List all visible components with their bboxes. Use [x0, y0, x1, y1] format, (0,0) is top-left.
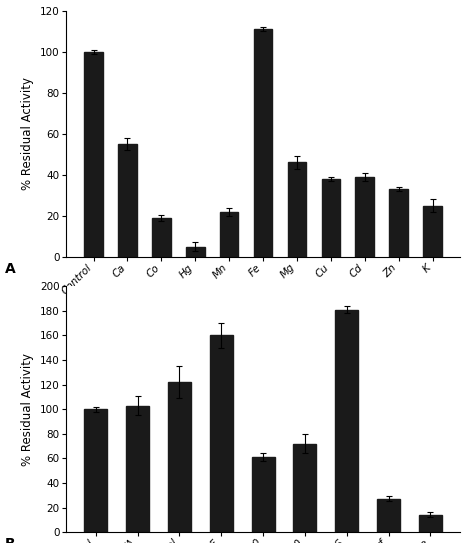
Bar — [377, 499, 400, 532]
Bar — [252, 457, 274, 532]
Bar — [288, 162, 306, 257]
Bar — [220, 212, 238, 257]
Bar — [419, 515, 442, 532]
Bar — [321, 179, 340, 257]
Bar — [168, 382, 191, 532]
Bar — [186, 247, 205, 257]
Bar — [210, 336, 233, 532]
Y-axis label: % Residual Activity: % Residual Activity — [21, 353, 34, 466]
Text: A: A — [4, 262, 15, 276]
Bar — [254, 29, 273, 257]
Bar — [356, 177, 374, 257]
Bar — [389, 189, 408, 257]
Bar — [84, 52, 103, 257]
Bar — [423, 205, 442, 257]
Bar — [84, 409, 107, 532]
Text: B: B — [5, 537, 15, 543]
Y-axis label: % Residual Activity: % Residual Activity — [21, 77, 34, 190]
Bar — [118, 144, 137, 257]
Bar — [126, 406, 149, 532]
Bar — [335, 310, 358, 532]
Bar — [293, 444, 317, 532]
Bar — [152, 218, 171, 257]
